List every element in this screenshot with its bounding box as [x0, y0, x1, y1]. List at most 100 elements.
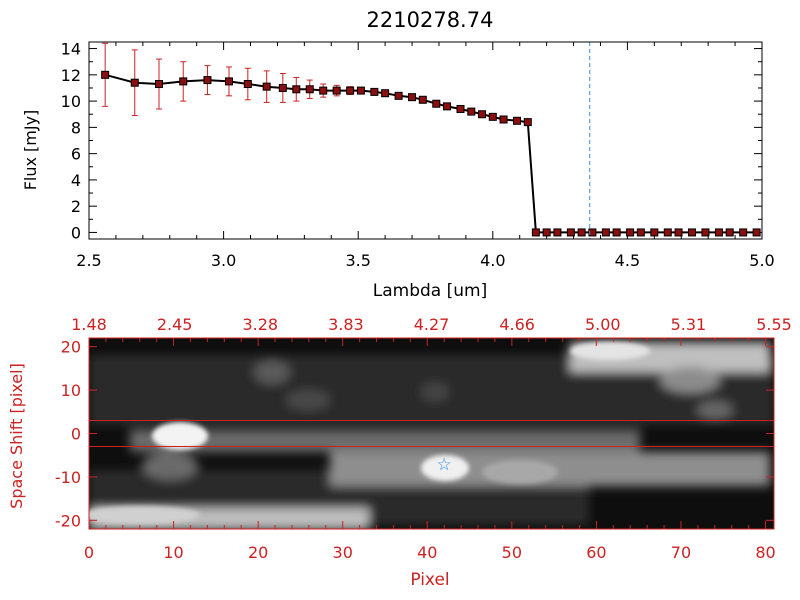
spectrum-panel: 2210278.74 2.5 3.0 3.5 4.0 4.5 5.0 0 2 4 6 8 10 12 14…: [21, 8, 775, 301]
x-axis-label: Lambda [um]: [373, 281, 487, 301]
data-point: [278, 83, 287, 92]
image-y-tick-label: 20: [61, 338, 81, 357]
data-point: [394, 91, 403, 100]
x-tick-label: 4.5: [615, 251, 640, 270]
image-x-tick-label: 60: [586, 543, 606, 562]
spectral-image: [89, 338, 774, 529]
x-tick-label: 3.5: [345, 251, 370, 270]
data-point: [203, 76, 212, 85]
data-point: [305, 85, 314, 94]
data-point: [626, 228, 635, 237]
data-point: [332, 86, 341, 95]
data-point: [356, 86, 365, 95]
data-point: [499, 115, 508, 124]
data-point: [523, 118, 532, 127]
data-point: [408, 93, 417, 102]
data-point: [346, 86, 355, 95]
data-point: [513, 116, 522, 125]
y-tick-label: 10: [61, 92, 81, 111]
image-panel: ☆ 0 10 20 30 40 50 60 70 80 -20 -10 0 10 20 1.48 2.45 3…: [7, 315, 792, 590]
data-point: [443, 102, 452, 111]
data-point: [370, 87, 379, 96]
data-point: [566, 228, 575, 237]
data-point: [101, 70, 110, 79]
data-point: [674, 228, 683, 237]
data-point: [488, 112, 497, 121]
y-tick-label: 6: [71, 145, 81, 164]
data-point: [577, 228, 586, 237]
y-tick-label: 12: [61, 66, 81, 85]
image-ticks: [88, 338, 774, 529]
spectrum-series-line: [104, 73, 757, 234]
data-point: [381, 89, 390, 98]
top-axis-tick-label: 1.48: [71, 315, 107, 334]
extraction-window-lines: [89, 419, 774, 448]
data-point: [154, 80, 163, 89]
data-point: [478, 110, 487, 119]
data-point: [319, 86, 328, 95]
image-x-tick-label: 0: [84, 543, 94, 562]
data-point: [456, 104, 465, 113]
top-axis-tick-label: 4.27: [414, 315, 450, 334]
data-point: [636, 228, 645, 237]
data-point: [752, 228, 761, 237]
image-x-axis-label: Pixel: [410, 570, 449, 590]
data-point: [663, 228, 672, 237]
data-point: [725, 228, 734, 237]
image-x-tick-label: 80: [755, 543, 775, 562]
x-tick-label: 2.5: [76, 251, 101, 270]
y-tick-label: 14: [61, 40, 81, 59]
top-axis-tick-label: 3.28: [242, 315, 278, 334]
data-point: [601, 228, 610, 237]
data-point: [588, 228, 597, 237]
data-point: [224, 77, 233, 86]
y-tick-label: 8: [71, 118, 81, 137]
data-point: [688, 228, 697, 237]
image-y-tick-label: -10: [55, 468, 81, 487]
spectrum-plot-frame: [88, 41, 763, 240]
data-point: [553, 228, 562, 237]
data-point: [418, 95, 427, 104]
data-point: [292, 85, 301, 94]
y-tick-label: 2: [71, 197, 81, 216]
error-bars: [102, 42, 761, 233]
image-y-tick-label: 0: [71, 425, 81, 444]
image-x-tick-label: 40: [417, 543, 437, 562]
image-tick-labels: 0 10 20 30 40 50 60 70 80 -20 -10 0 10 20: [55, 338, 776, 562]
data-point: [612, 228, 621, 237]
image-x-tick-label: 20: [248, 543, 268, 562]
image-x-tick-label: 10: [163, 543, 183, 562]
top-axis-tick-label: 5.55: [756, 315, 792, 334]
x-tick-label: 3.0: [211, 251, 236, 270]
x-tick-label: 4.0: [480, 251, 505, 270]
data-point: [262, 82, 271, 91]
spectrum-points: [101, 70, 761, 237]
image-y-tick-label: 10: [61, 381, 81, 400]
data-point: [179, 77, 188, 86]
top-axis-tick-label: 2.45: [157, 315, 193, 334]
top-axis-tick-label: 5.00: [585, 315, 621, 334]
top-axis-tick-label: 5.31: [671, 315, 707, 334]
data-point: [714, 228, 723, 237]
data-point: [130, 78, 139, 87]
image-x-tick-label: 30: [333, 543, 353, 562]
image-y-tick-label: -20: [55, 511, 81, 530]
top-axis-tick-label: 3.83: [328, 315, 364, 334]
star-marker-icon: ☆: [437, 455, 452, 475]
y-tick-label: 0: [71, 223, 81, 242]
image-top-axis-labels: 1.48 2.45 3.28 3.83 4.27 4.66 5.00 5.31 5.55: [71, 315, 792, 334]
image-y-axis-label: Space Shift [pixel]: [7, 363, 26, 509]
data-point: [531, 228, 540, 237]
chart-title: 2210278.74: [367, 8, 494, 32]
data-point: [701, 228, 710, 237]
data-point: [650, 228, 659, 237]
y-tick-label: 4: [71, 171, 81, 190]
data-point: [739, 228, 748, 237]
spectrum-tick-labels: 2.5 3.0 3.5 4.0 4.5 5.0 0 2 4 6 8 10 12 14: [61, 40, 775, 270]
x-tick-label: 5.0: [749, 251, 774, 270]
image-x-tick-label: 50: [502, 543, 522, 562]
top-axis-tick-label: 4.66: [499, 315, 535, 334]
image-x-tick-label: 70: [671, 543, 691, 562]
spectrum-ticks: [88, 42, 763, 239]
